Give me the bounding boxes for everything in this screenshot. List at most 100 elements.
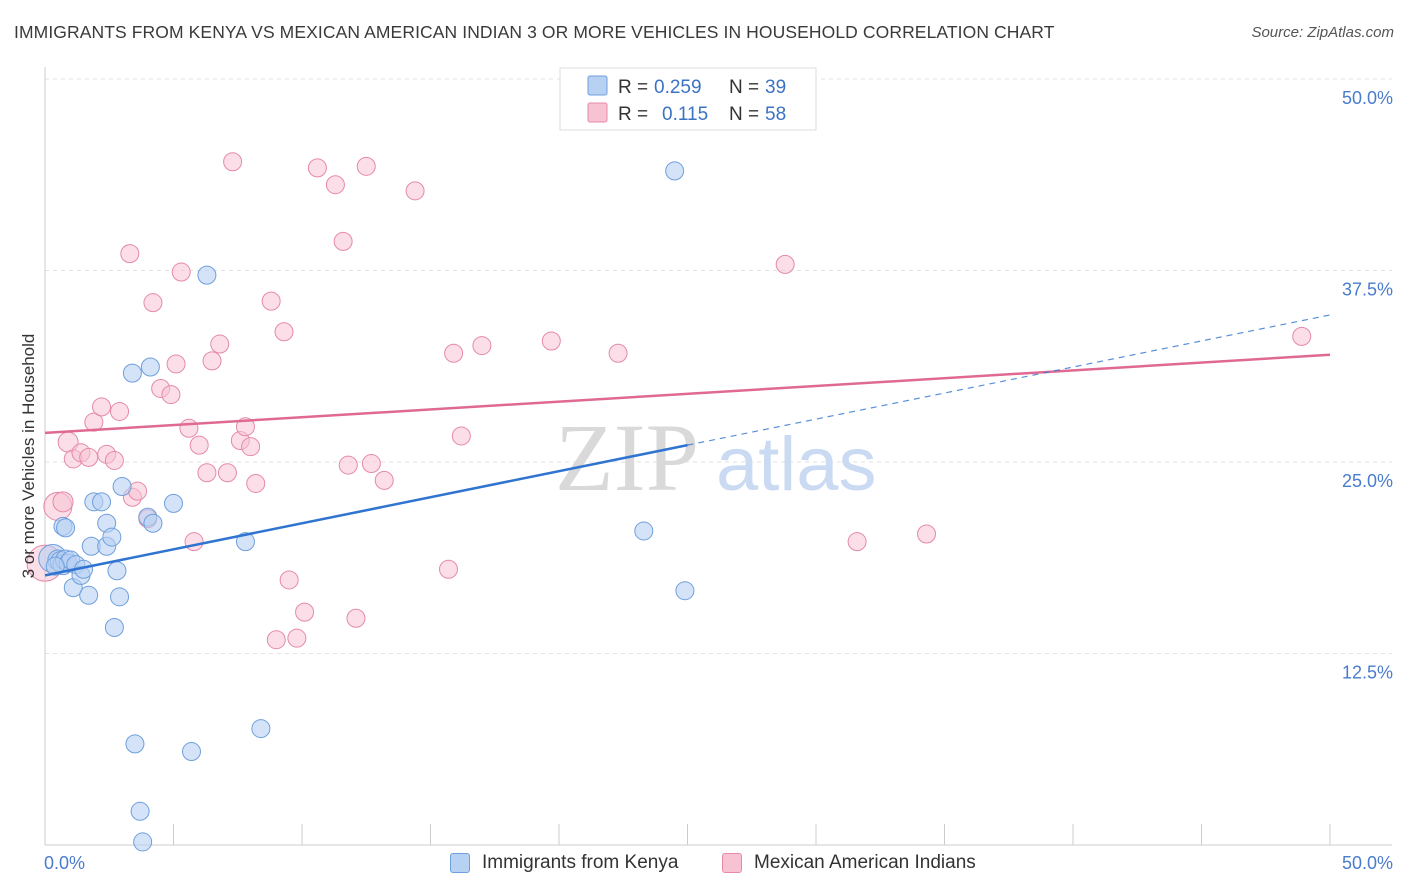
y-axis-label: 3 or more Vehicles in Household (19, 334, 38, 579)
pink-point-20 (171, 262, 191, 282)
blue-point-34 (197, 265, 217, 285)
pink-point-28 (223, 152, 243, 172)
pink-point-10 (104, 450, 124, 470)
blue-point-37 (634, 521, 654, 541)
y-tick-label-1: 25.0% (1342, 471, 1393, 491)
legend-item-mexican-american-indians: Mexican American Indians (722, 852, 976, 874)
pink-point-56 (917, 524, 937, 544)
pink-point-6 (79, 447, 99, 467)
pink-point-23 (189, 435, 209, 455)
pink-point-40 (325, 175, 345, 195)
trend-lines (44, 314, 1331, 577)
pink-point-36 (279, 570, 299, 590)
pink-point-21 (179, 418, 199, 438)
blue-point-21 (104, 617, 124, 637)
blue-point-38 (665, 161, 685, 181)
pink-point-38 (295, 602, 315, 622)
x-tick-labels: 0.0% 50.0% (44, 853, 1393, 873)
legend-top: R = 0.259 N = 39 R = 0.115 N = 58 (559, 67, 817, 131)
blue-point-22 (107, 561, 127, 581)
blue-point-26 (125, 734, 145, 754)
pink-point-18 (161, 385, 181, 405)
pink-point-24 (197, 463, 217, 483)
pink-point-26 (210, 334, 230, 354)
y-tick-label-0: 12.5% (1342, 663, 1393, 683)
chart-title: IMMIGRANTS FROM KENYA VS MEXICAN AMERICA… (14, 22, 1055, 42)
pink-point-8 (92, 397, 112, 417)
pink-point-51 (472, 336, 492, 356)
legend-n-label-2: N = (729, 104, 759, 125)
pink-point-25 (202, 351, 222, 371)
pink-point-12 (120, 244, 140, 264)
legend-swatch-mexican-american-indians (722, 853, 742, 873)
pink-point-46 (374, 470, 394, 490)
pink-point-45 (361, 454, 381, 474)
legend-label-mexican-american-indians: Mexican American Indians (754, 852, 976, 873)
x-tick-label-end: 50.0% (1342, 853, 1393, 873)
pink-point-52 (541, 331, 561, 351)
x-tick-label-start: 0.0% (44, 853, 85, 873)
pink-point-16 (143, 293, 163, 313)
blue-point-23 (110, 587, 130, 607)
legend-item-kenya: Immigrants from Kenya (450, 852, 678, 874)
pink-point-54 (775, 254, 795, 274)
legend-r-label-1: R = (618, 77, 648, 98)
legend-r-value-1: 0.259 (654, 77, 702, 98)
blue-point-7 (45, 556, 65, 576)
pink-point-31 (241, 437, 261, 457)
watermark: ZIP atlas (555, 404, 877, 511)
blue-point-17 (92, 492, 112, 512)
pink-point-19 (166, 354, 186, 374)
blue-point-30 (140, 357, 160, 377)
pink-point-43 (346, 608, 366, 628)
legend-swatch-kenya (450, 853, 470, 873)
pink-point-27 (217, 463, 237, 483)
watermark-atlas: atlas (716, 422, 877, 507)
blue-point-33 (181, 742, 201, 762)
blue-point-31 (143, 513, 163, 533)
blue-point-39 (675, 581, 695, 601)
pink-point-42 (338, 455, 358, 475)
legend-r-value-2: 0.115 (662, 104, 708, 125)
legend-swatch-blue (587, 75, 608, 96)
legend-n-value-1: 39 (765, 77, 786, 98)
blue-point-32 (164, 493, 183, 513)
pink-point-22 (184, 532, 204, 552)
pink-point-55 (847, 532, 867, 552)
blue-point-28 (133, 832, 153, 852)
pink-point-11 (110, 401, 130, 421)
y-tick-labels: 12.5% 25.0% 37.5% 50.0% (1342, 88, 1393, 683)
blue-point-14 (79, 585, 99, 605)
series-kenya-points (38, 161, 695, 852)
legend-swatch-pink (587, 102, 608, 123)
legend-n-label-1: N = (729, 77, 759, 98)
blue-point-9 (56, 518, 76, 538)
legend-label-kenya: Immigrants from Kenya (482, 852, 679, 873)
pink-point-33 (261, 291, 281, 311)
y-tick-label-3: 50.0% (1342, 88, 1393, 108)
blue-point-27 (130, 801, 150, 821)
pink-point-48 (438, 559, 458, 579)
axes (44, 67, 1392, 846)
legend-r-label-2: R = (618, 104, 648, 125)
pink-point-57 (1292, 326, 1312, 346)
blue-point-35 (235, 532, 255, 552)
pink-point-44 (356, 156, 376, 176)
blue-point-24 (112, 477, 132, 497)
source-credit: Source: ZipAtlas.com (1251, 24, 1394, 41)
pink-point-30 (235, 417, 255, 437)
blue-point-20 (102, 527, 122, 547)
pink-point-41 (333, 231, 353, 251)
pink-point-50 (451, 426, 471, 446)
trend-line-mexican-american-indians (44, 353, 1331, 435)
legend-bottom: Immigrants from Kenya Mexican American I… (0, 852, 1406, 878)
pink-point-35 (274, 322, 294, 342)
pink-point-2 (52, 491, 74, 513)
pink-point-49 (444, 343, 464, 363)
legend-n-value-2: 58 (765, 104, 786, 125)
blue-point-25 (122, 363, 142, 383)
pink-point-39 (307, 158, 327, 178)
series-mexican-american-indians-points (26, 152, 1312, 650)
pink-point-32 (246, 473, 266, 493)
